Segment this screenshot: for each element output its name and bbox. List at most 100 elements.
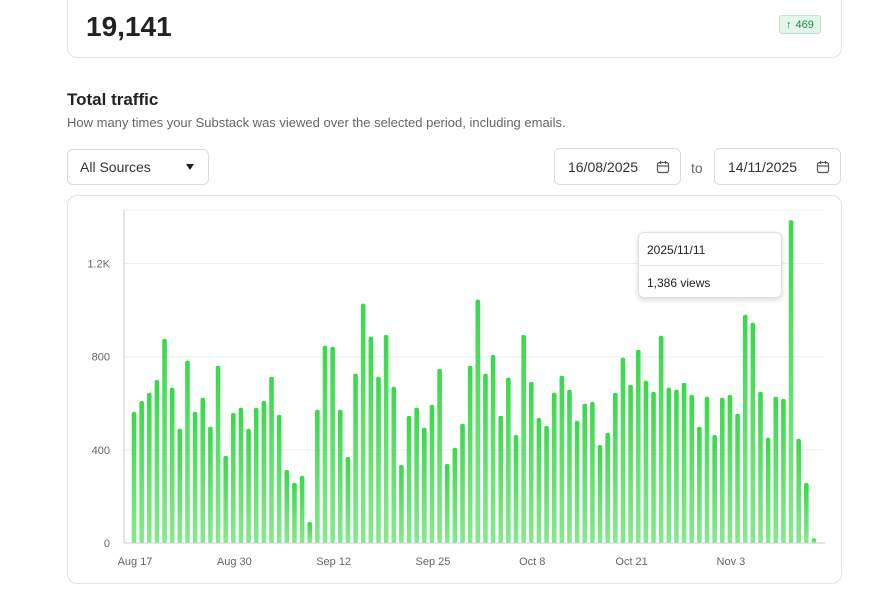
to-date[interactable]: 14/11/2025 — [714, 148, 841, 185]
x-tick-label: Aug 30 — [217, 556, 252, 568]
bar — [521, 334, 526, 543]
bar — [590, 401, 595, 543]
dropdown-arrow — [186, 164, 194, 170]
x-tick-label: Aug 17 — [118, 556, 153, 568]
bar — [322, 345, 328, 543]
bar — [422, 427, 427, 543]
bar — [276, 414, 282, 543]
bar — [223, 455, 228, 543]
bar — [544, 425, 549, 543]
bar — [185, 360, 190, 543]
bar — [360, 303, 366, 543]
bar — [330, 346, 335, 543]
bar — [628, 384, 633, 543]
bar — [253, 407, 259, 543]
bar — [292, 482, 297, 543]
bar — [238, 407, 244, 543]
calendar-icon — [656, 161, 670, 174]
bar — [742, 314, 748, 543]
bar — [597, 444, 603, 543]
bar — [811, 538, 817, 543]
bar — [658, 335, 664, 543]
bar — [231, 412, 236, 543]
bar — [559, 375, 565, 543]
y-tick-label: 800 — [92, 352, 110, 364]
bar — [765, 437, 771, 543]
bar — [536, 417, 542, 543]
bar — [719, 397, 725, 543]
from-date[interactable]: 16/08/2025 — [554, 148, 681, 185]
section-title: Total traffic — [67, 90, 159, 109]
bar — [513, 434, 519, 543]
bar — [429, 404, 435, 543]
bar — [735, 413, 740, 543]
x-tick-label: Sep 25 — [416, 556, 451, 568]
bar — [567, 389, 572, 543]
bar — [383, 334, 389, 543]
summary-card: 19,141 ↑ 469 — [67, 0, 842, 58]
bar — [200, 397, 206, 543]
bar — [498, 415, 504, 543]
x-tick-label: Sep 12 — [316, 556, 351, 568]
y-tick-label: 400 — [92, 445, 110, 457]
bar — [315, 409, 320, 543]
change-badge: ↑ 469 — [779, 15, 821, 34]
bar — [444, 463, 450, 543]
to-label: to — [691, 160, 703, 176]
bar — [727, 394, 733, 543]
bar — [177, 428, 183, 543]
y-tick-label: 1.2K — [87, 259, 110, 271]
from-date-text: 16/08/2025 — [568, 158, 639, 175]
bar — [613, 392, 618, 543]
bar — [475, 299, 481, 543]
bar — [620, 357, 626, 543]
bar — [781, 398, 786, 543]
bar — [452, 447, 458, 543]
bar — [750, 322, 756, 543]
bar — [689, 394, 695, 543]
bar — [635, 349, 641, 543]
bar — [162, 338, 167, 543]
bar — [368, 336, 374, 543]
bar — [605, 432, 610, 543]
bar — [154, 379, 160, 543]
bar — [483, 373, 488, 543]
source-dropdown[interactable]: All Sources — [67, 149, 209, 185]
bar — [146, 392, 152, 543]
bar — [788, 220, 794, 543]
bar — [490, 354, 496, 543]
bar — [643, 380, 649, 543]
bar — [574, 420, 580, 543]
bar — [261, 400, 267, 543]
bar — [697, 426, 702, 543]
bar — [773, 396, 779, 543]
bar — [391, 386, 397, 543]
bar — [215, 365, 221, 543]
y-tick-label: 0 — [104, 538, 110, 550]
total-value: 19,141 — [86, 11, 172, 42]
bar — [414, 407, 419, 543]
bar — [674, 389, 679, 543]
bar — [353, 373, 358, 543]
tooltip-divider — [639, 265, 781, 266]
bar — [506, 377, 511, 543]
bar — [681, 382, 687, 543]
up-arrow: ↑ — [786, 18, 792, 31]
bar — [460, 423, 465, 543]
bar — [666, 387, 672, 543]
x-tick-label: Oct 21 — [615, 556, 647, 568]
to-date-text: 14/11/2025 — [728, 158, 798, 175]
bar — [299, 475, 305, 543]
bar — [192, 411, 198, 543]
bar — [131, 411, 137, 543]
tooltip-title: 2025/11/11 — [647, 243, 706, 257]
bar — [712, 434, 717, 543]
bar — [284, 469, 290, 543]
bar — [804, 482, 809, 543]
bar — [337, 409, 343, 543]
change-value: 469 — [795, 18, 814, 31]
bar — [704, 396, 710, 543]
bar — [399, 464, 404, 543]
